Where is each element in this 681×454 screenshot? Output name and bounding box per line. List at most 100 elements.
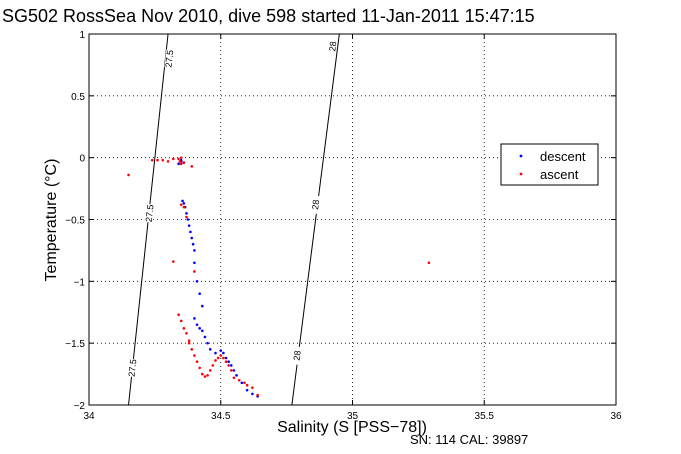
point-descent (229, 364, 233, 367)
point-descent (222, 351, 225, 355)
point-ascent (245, 383, 249, 387)
point-ascent (203, 375, 207, 378)
point-ascent (222, 356, 225, 360)
contour-line (291, 33, 340, 406)
x-tick-label: 35 (347, 411, 359, 422)
point-descent (206, 341, 209, 345)
point-descent (208, 348, 212, 351)
point-ascent (178, 160, 182, 163)
point-descent (227, 360, 230, 364)
point-ascent (195, 360, 199, 364)
point-descent (182, 202, 186, 205)
point-ascent (190, 348, 194, 351)
point-descent (245, 388, 249, 392)
contour-label-bg (327, 36, 338, 56)
point-ascent (237, 378, 241, 382)
point-descent (190, 236, 194, 240)
point-descent (201, 329, 204, 333)
contour-label: 27.5 (163, 49, 175, 67)
point-ascent (182, 205, 186, 209)
point-descent (181, 199, 184, 203)
point-ascent (193, 270, 196, 273)
point-ascent (211, 364, 215, 367)
contour-label: 28 (310, 199, 321, 210)
point-ascent (198, 366, 201, 370)
point-ascent (243, 381, 246, 385)
point-descent (219, 349, 223, 352)
x-ticks: 34 34.5 35 35.5 36 (83, 34, 622, 422)
point-ascent (172, 157, 175, 161)
point-descent (251, 392, 254, 396)
point-descent (195, 280, 199, 283)
y-axis-label: Temperature (°C) (43, 159, 60, 282)
point-ascent (185, 215, 188, 219)
point-descent (187, 224, 191, 227)
legend-box (500, 143, 599, 186)
point-descent (232, 369, 236, 372)
grid (88, 33, 617, 406)
point-descent (198, 292, 201, 296)
point-ascent (206, 374, 209, 377)
point-ascent (127, 173, 130, 177)
legend: descent ascent (500, 143, 599, 186)
point-descent (189, 230, 192, 234)
contour-label: 28 (327, 41, 338, 52)
x-tick-label: 34 (83, 411, 95, 422)
point-ascent (193, 354, 196, 357)
contour-label: 27.5 (127, 359, 139, 377)
point-ascent (150, 158, 154, 162)
x-tick-label: 35.5 (475, 411, 495, 422)
point-ascent (187, 341, 191, 345)
chart-title: SG502 RossSea Nov 2010, dive 598 started… (2, 6, 535, 26)
y-ticks: 1 0.5 0 −0.5 −1 −1.5 −2 (65, 30, 616, 412)
point-ascent (187, 339, 191, 342)
point-ascent (201, 372, 204, 376)
point-ascent (166, 160, 170, 163)
y-tick-label: 0 (79, 154, 85, 165)
point-ascent (179, 319, 183, 323)
point-descent (235, 374, 238, 377)
plot-area (88, 33, 617, 406)
contour-label-bg (292, 346, 303, 365)
point-descent (185, 212, 188, 215)
y-tick-label: −1.5 (65, 339, 85, 350)
legend-label-ascent: ascent (540, 167, 579, 182)
y-tick-label: 0.5 (71, 92, 85, 103)
point-descent (193, 317, 196, 320)
point-ascent (219, 354, 223, 357)
x-tick-label: 36 (610, 411, 622, 422)
point-ascent (214, 359, 217, 362)
point-ascent (161, 158, 165, 162)
point-ascent (190, 165, 194, 168)
legend-label-descent: descent (540, 149, 586, 164)
point-ascent (224, 360, 228, 364)
point-ascent (185, 331, 188, 335)
point-descent (203, 335, 207, 339)
point-descent (240, 381, 244, 385)
y-tick-label: −1 (74, 277, 86, 288)
point-ascent (229, 369, 233, 372)
point-descent (201, 304, 204, 308)
point-ascent (251, 386, 254, 389)
point-ascent (232, 376, 236, 380)
point-ascent (179, 203, 183, 206)
contour-label-bg (310, 195, 321, 215)
legend-marker-ascent (519, 172, 523, 176)
point-descent (195, 323, 199, 326)
point-ascent (227, 364, 230, 367)
contour-label: 28 (292, 350, 303, 361)
point-ascent (179, 162, 183, 166)
point-descent (214, 351, 217, 355)
contour-label-bg (144, 203, 155, 223)
point-ascent (256, 393, 259, 397)
contour-label-bg (164, 49, 175, 69)
point-descent (177, 162, 180, 166)
point-descent (191, 242, 195, 246)
data-points (127, 156, 431, 398)
x-tick-label: 34.5 (211, 411, 231, 422)
density-contours: 27.5 27.5 27.5 28 28 28 (127, 33, 340, 406)
point-descent (193, 249, 196, 252)
point-ascent (208, 369, 212, 372)
point-ascent (156, 158, 159, 162)
